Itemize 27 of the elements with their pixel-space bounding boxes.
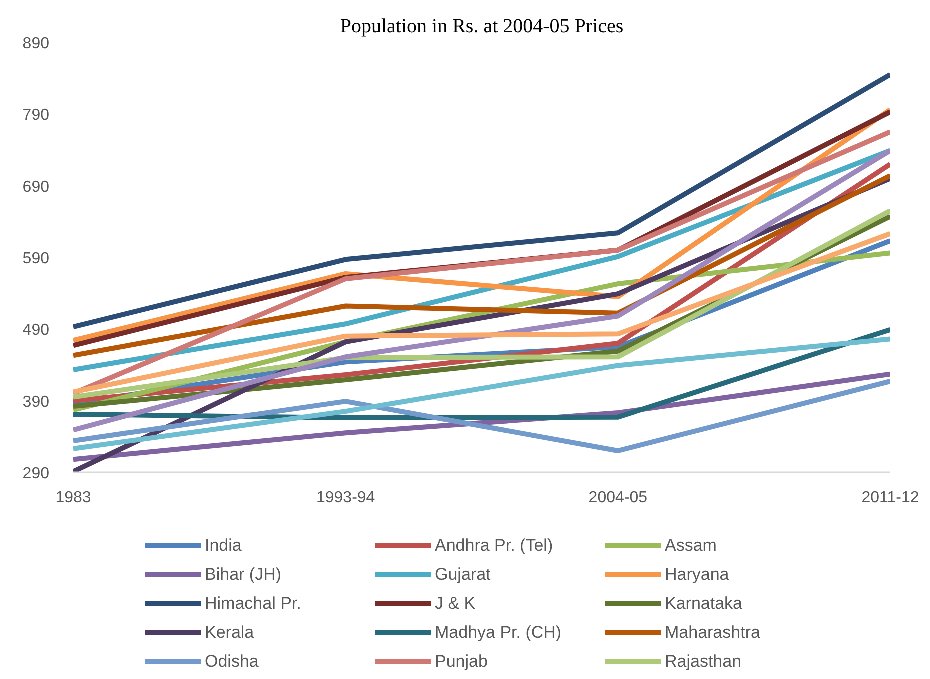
legend-label: Bihar (JH) <box>205 564 283 586</box>
legend-label: Maharashtra <box>665 622 762 644</box>
y-tick-label: 890 <box>22 36 50 52</box>
chart-title: Population in Rs. at 2004-05 Prices <box>340 16 624 38</box>
legend-label: Andhra Pr. (Tel) <box>435 534 554 556</box>
x-tick-label: 2004-05 <box>588 490 648 506</box>
legend-label: Rajasthan <box>665 650 743 672</box>
y-tick-label: 590 <box>22 250 50 268</box>
legend-label: Haryana <box>665 564 730 586</box>
legend-label: Odisha <box>205 650 260 672</box>
legend-label: Assam <box>665 534 718 556</box>
legend-label: Madhya Pr. (CH) <box>435 622 563 644</box>
y-tick-label: 290 <box>22 466 50 482</box>
legend-label: J & K <box>435 592 477 614</box>
legend-label: Gujarat <box>435 564 492 586</box>
legend-label: Punjab <box>435 650 489 672</box>
y-tick-label: 390 <box>22 394 50 411</box>
legend-label: Karnataka <box>665 592 744 614</box>
y-tick-label: 690 <box>22 178 50 196</box>
x-tick-label: 1993-94 <box>316 490 376 506</box>
x-tick-label: 1983 <box>56 490 92 506</box>
legend-label: Kerala <box>205 622 256 644</box>
y-tick-label: 490 <box>22 322 50 340</box>
legend-label: Himachal Pr. <box>205 592 302 614</box>
y-tick-label: 790 <box>22 107 50 124</box>
x-tick-label: 2011-12 <box>862 490 920 506</box>
legend-label: India <box>205 534 243 556</box>
